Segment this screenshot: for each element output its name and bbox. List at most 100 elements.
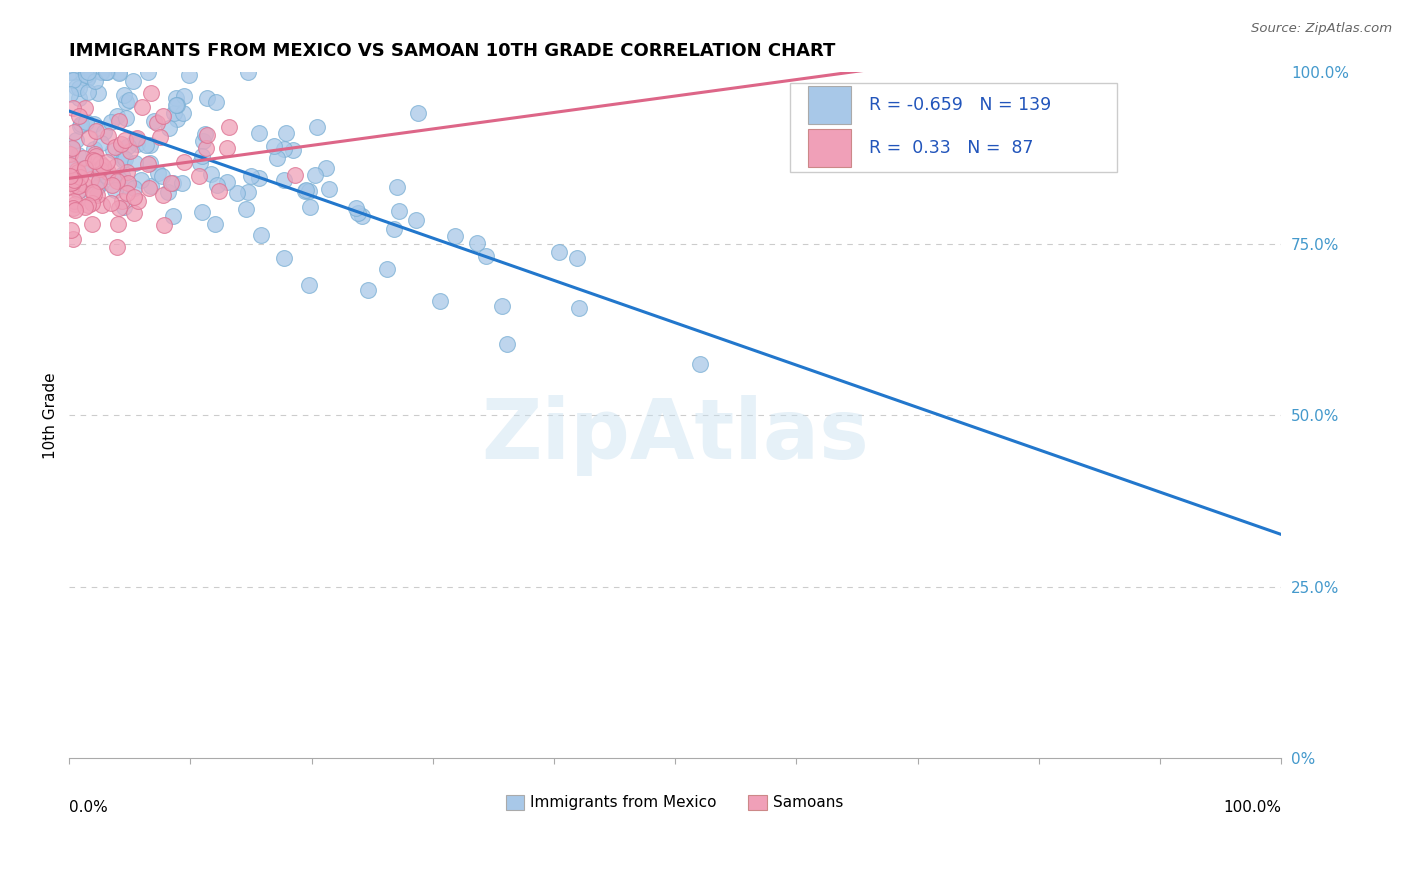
Point xyxy=(139,156,162,170)
Text: IMMIGRANTS FROM MEXICO VS SAMOAN 10TH GRADE CORRELATION CHART: IMMIGRANTS FROM MEXICO VS SAMOAN 10TH GR… xyxy=(69,42,835,60)
Point xyxy=(127,136,149,151)
Point xyxy=(69,183,91,197)
Point xyxy=(294,184,316,198)
Point xyxy=(474,249,496,263)
Point xyxy=(429,293,451,308)
Point xyxy=(304,169,326,183)
Point xyxy=(100,115,122,129)
Point xyxy=(87,165,110,179)
Point xyxy=(347,206,370,220)
Point xyxy=(162,209,184,223)
Point xyxy=(69,119,91,133)
Point xyxy=(160,176,183,190)
Point xyxy=(405,212,427,227)
Point xyxy=(344,202,367,216)
Point xyxy=(205,178,228,193)
Point xyxy=(315,161,337,175)
Point xyxy=(273,142,295,156)
Point xyxy=(298,277,321,292)
Point xyxy=(276,126,298,140)
Point xyxy=(157,120,180,135)
Text: Source: ZipAtlas.com: Source: ZipAtlas.com xyxy=(1251,22,1392,36)
Point xyxy=(235,202,257,216)
Point xyxy=(80,217,103,231)
Point xyxy=(111,168,134,182)
Point xyxy=(62,72,84,87)
Point xyxy=(124,156,146,170)
Point xyxy=(66,179,89,194)
Point xyxy=(104,140,127,154)
Point xyxy=(350,209,373,223)
Point xyxy=(86,187,108,202)
Point xyxy=(218,120,240,135)
Point xyxy=(96,169,118,183)
Point xyxy=(115,111,138,125)
Point xyxy=(273,252,295,266)
Y-axis label: 10th Grade: 10th Grade xyxy=(44,372,58,458)
Point xyxy=(162,177,184,191)
Point xyxy=(63,194,86,208)
Point xyxy=(188,156,211,170)
Point xyxy=(215,141,238,155)
Point xyxy=(191,204,214,219)
Point xyxy=(66,162,89,177)
Point xyxy=(97,128,120,143)
Point xyxy=(87,86,110,100)
Point xyxy=(124,131,146,145)
Point xyxy=(173,155,195,169)
Point xyxy=(91,159,114,173)
Point xyxy=(148,129,170,144)
Point xyxy=(129,173,152,187)
Point xyxy=(139,86,162,100)
Point xyxy=(125,131,148,145)
Point xyxy=(83,147,105,161)
Point xyxy=(83,142,105,156)
Point xyxy=(90,65,112,79)
Point xyxy=(356,284,378,298)
Text: 100.0%: 100.0% xyxy=(1223,799,1281,814)
Point xyxy=(318,182,340,196)
Point xyxy=(108,201,131,215)
Point xyxy=(166,112,188,126)
Point xyxy=(491,299,513,313)
Point xyxy=(165,98,187,112)
Point xyxy=(152,187,174,202)
Point xyxy=(91,198,114,212)
Point xyxy=(298,184,321,198)
Point xyxy=(67,91,90,105)
Point xyxy=(67,184,90,198)
Point xyxy=(63,197,86,211)
Point xyxy=(567,251,589,265)
Point xyxy=(146,115,169,129)
Point xyxy=(59,172,82,186)
Point xyxy=(281,143,304,157)
Point xyxy=(63,65,86,79)
Point xyxy=(76,72,98,87)
Bar xyxy=(808,86,851,123)
Point xyxy=(73,161,96,175)
Point xyxy=(72,151,94,165)
Point xyxy=(93,125,115,139)
Point xyxy=(141,178,163,193)
Point xyxy=(83,117,105,131)
Point xyxy=(89,155,111,169)
Point xyxy=(86,181,108,195)
Point xyxy=(59,169,82,183)
Point xyxy=(122,190,145,204)
Point xyxy=(72,178,94,192)
Point xyxy=(65,80,87,95)
Point xyxy=(217,175,239,189)
Point xyxy=(67,109,90,123)
Bar xyxy=(808,129,851,167)
Point xyxy=(204,217,226,231)
Point xyxy=(249,227,271,242)
Point xyxy=(496,337,519,351)
Point xyxy=(146,166,169,180)
Point xyxy=(114,133,136,147)
Point xyxy=(263,138,285,153)
Point xyxy=(62,101,84,115)
Point xyxy=(75,200,97,214)
Point xyxy=(108,114,131,128)
Point xyxy=(131,100,153,114)
Point xyxy=(94,65,117,79)
